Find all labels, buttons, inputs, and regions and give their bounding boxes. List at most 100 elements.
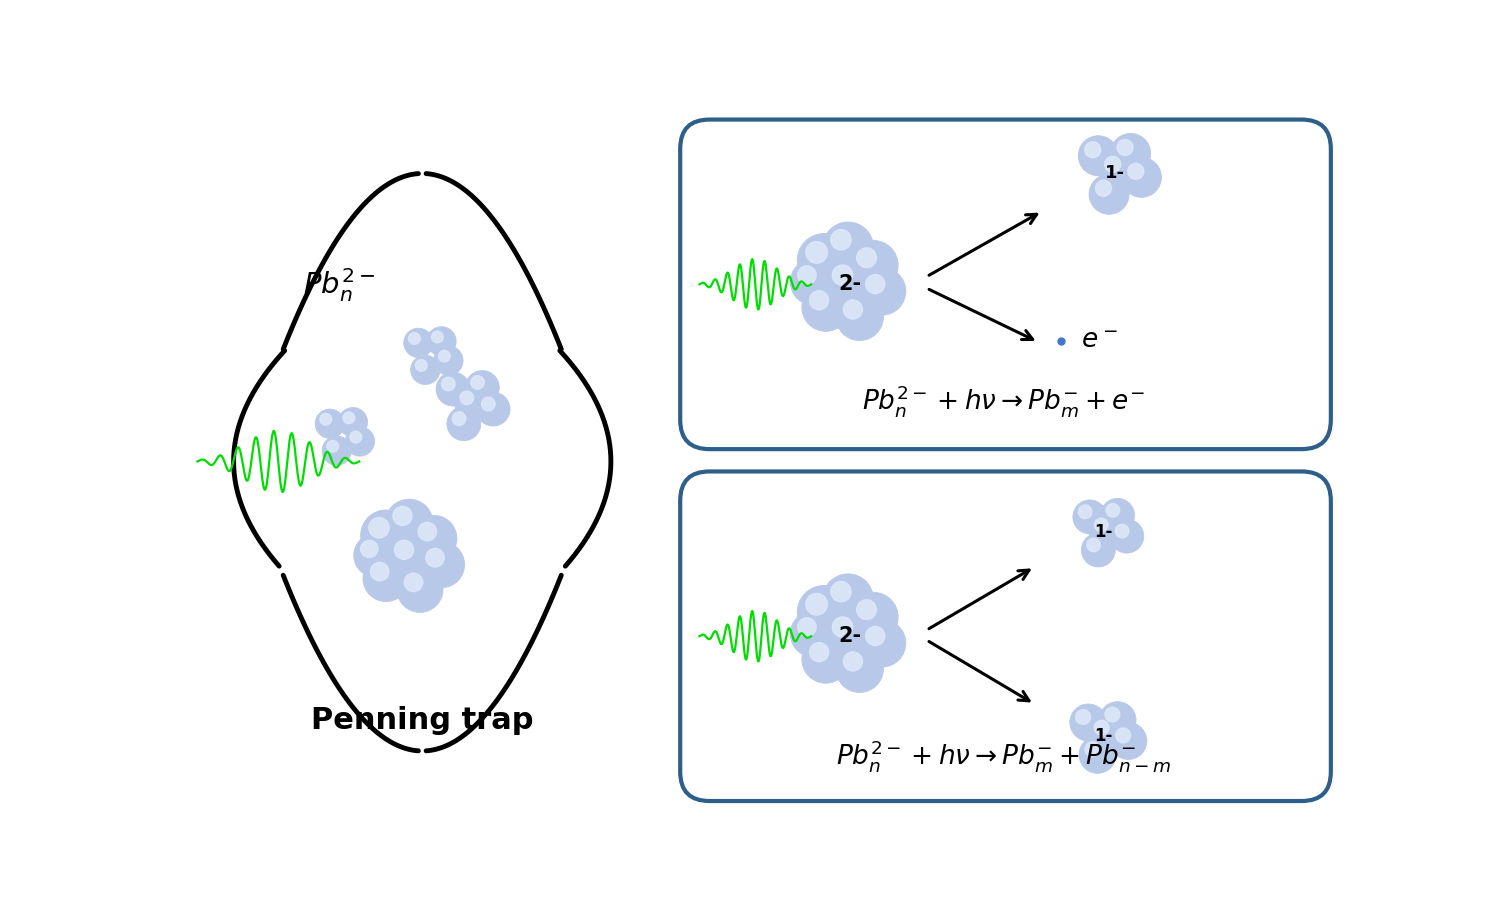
Text: 1-: 1- [1095, 728, 1113, 745]
Circle shape [822, 574, 873, 624]
Circle shape [858, 268, 906, 315]
Circle shape [1078, 737, 1116, 773]
Circle shape [1076, 709, 1090, 724]
Text: $Pb_n^{2-} + h\nu \rightarrow Pb_m^{-} + Pb_{n-m}^{-}$: $Pb_n^{2-} + h\nu \rightarrow Pb_m^{-} +… [836, 739, 1172, 774]
Circle shape [465, 371, 500, 404]
Circle shape [350, 431, 361, 443]
Circle shape [810, 290, 828, 310]
Circle shape [433, 346, 464, 375]
Circle shape [798, 266, 816, 284]
Circle shape [386, 499, 433, 547]
Circle shape [1078, 136, 1119, 176]
Circle shape [1089, 513, 1124, 547]
Circle shape [419, 522, 436, 540]
Circle shape [398, 566, 442, 613]
Circle shape [802, 635, 849, 683]
Circle shape [327, 440, 339, 452]
Circle shape [1078, 505, 1092, 519]
Circle shape [360, 510, 411, 561]
Text: $Pb_n^{2-} + h\nu \rightarrow Pb_m^{-} + e^{-}$: $Pb_n^{2-} + h\nu \rightarrow Pb_m^{-} +… [862, 383, 1144, 419]
Circle shape [1082, 533, 1114, 567]
Circle shape [482, 397, 495, 411]
Circle shape [1095, 518, 1108, 531]
Circle shape [387, 533, 435, 581]
Circle shape [856, 247, 876, 268]
Circle shape [345, 426, 375, 456]
Circle shape [849, 240, 898, 289]
Circle shape [1072, 500, 1107, 534]
Circle shape [1098, 151, 1138, 191]
Circle shape [1100, 702, 1136, 739]
Circle shape [849, 593, 898, 642]
Circle shape [432, 331, 444, 342]
Circle shape [831, 582, 850, 602]
Text: 1-: 1- [1095, 523, 1113, 541]
Circle shape [1106, 708, 1120, 722]
Circle shape [836, 645, 884, 692]
Circle shape [408, 332, 420, 344]
Circle shape [806, 593, 828, 615]
Circle shape [796, 585, 850, 639]
Circle shape [441, 377, 454, 391]
Circle shape [1084, 142, 1101, 158]
Circle shape [824, 257, 874, 309]
Circle shape [322, 436, 351, 466]
Circle shape [1095, 180, 1112, 196]
Circle shape [320, 414, 332, 425]
Circle shape [471, 375, 484, 389]
Circle shape [454, 386, 489, 420]
Circle shape [476, 393, 510, 426]
Circle shape [1128, 163, 1144, 179]
Circle shape [856, 600, 876, 619]
Circle shape [411, 355, 440, 384]
Circle shape [427, 327, 456, 356]
Circle shape [790, 259, 837, 305]
Circle shape [436, 373, 470, 406]
Circle shape [802, 284, 849, 331]
Circle shape [363, 555, 410, 602]
Circle shape [419, 541, 465, 588]
Circle shape [810, 643, 828, 662]
Circle shape [404, 573, 423, 592]
Text: 2-: 2- [839, 626, 861, 646]
Circle shape [806, 242, 828, 263]
Circle shape [339, 407, 368, 436]
Circle shape [404, 329, 433, 358]
Circle shape [790, 611, 837, 657]
Circle shape [1116, 524, 1130, 538]
Circle shape [1094, 720, 1108, 735]
Circle shape [370, 562, 388, 581]
Circle shape [1116, 728, 1131, 743]
Circle shape [831, 229, 850, 250]
Circle shape [1110, 133, 1150, 173]
Circle shape [354, 534, 398, 577]
Circle shape [858, 619, 906, 667]
Circle shape [796, 234, 850, 288]
Circle shape [416, 360, 428, 372]
Circle shape [1089, 715, 1125, 751]
Circle shape [1106, 503, 1119, 517]
Text: 2-: 2- [839, 274, 861, 294]
Circle shape [426, 549, 444, 567]
Circle shape [822, 222, 873, 273]
Circle shape [1110, 519, 1143, 553]
FancyBboxPatch shape [680, 120, 1330, 449]
Circle shape [344, 412, 354, 424]
Circle shape [438, 351, 450, 362]
Circle shape [369, 518, 388, 538]
Circle shape [865, 626, 885, 645]
Circle shape [447, 407, 482, 441]
Circle shape [1104, 156, 1120, 173]
Circle shape [1110, 722, 1148, 760]
Circle shape [836, 293, 884, 341]
Circle shape [1101, 498, 1134, 532]
Circle shape [798, 618, 816, 636]
Circle shape [453, 412, 466, 425]
Circle shape [833, 617, 852, 637]
Circle shape [360, 540, 378, 558]
Text: Penning trap: Penning trap [310, 706, 534, 735]
Circle shape [1070, 704, 1107, 741]
FancyBboxPatch shape [680, 471, 1330, 801]
Circle shape [393, 507, 412, 526]
Circle shape [824, 609, 874, 660]
